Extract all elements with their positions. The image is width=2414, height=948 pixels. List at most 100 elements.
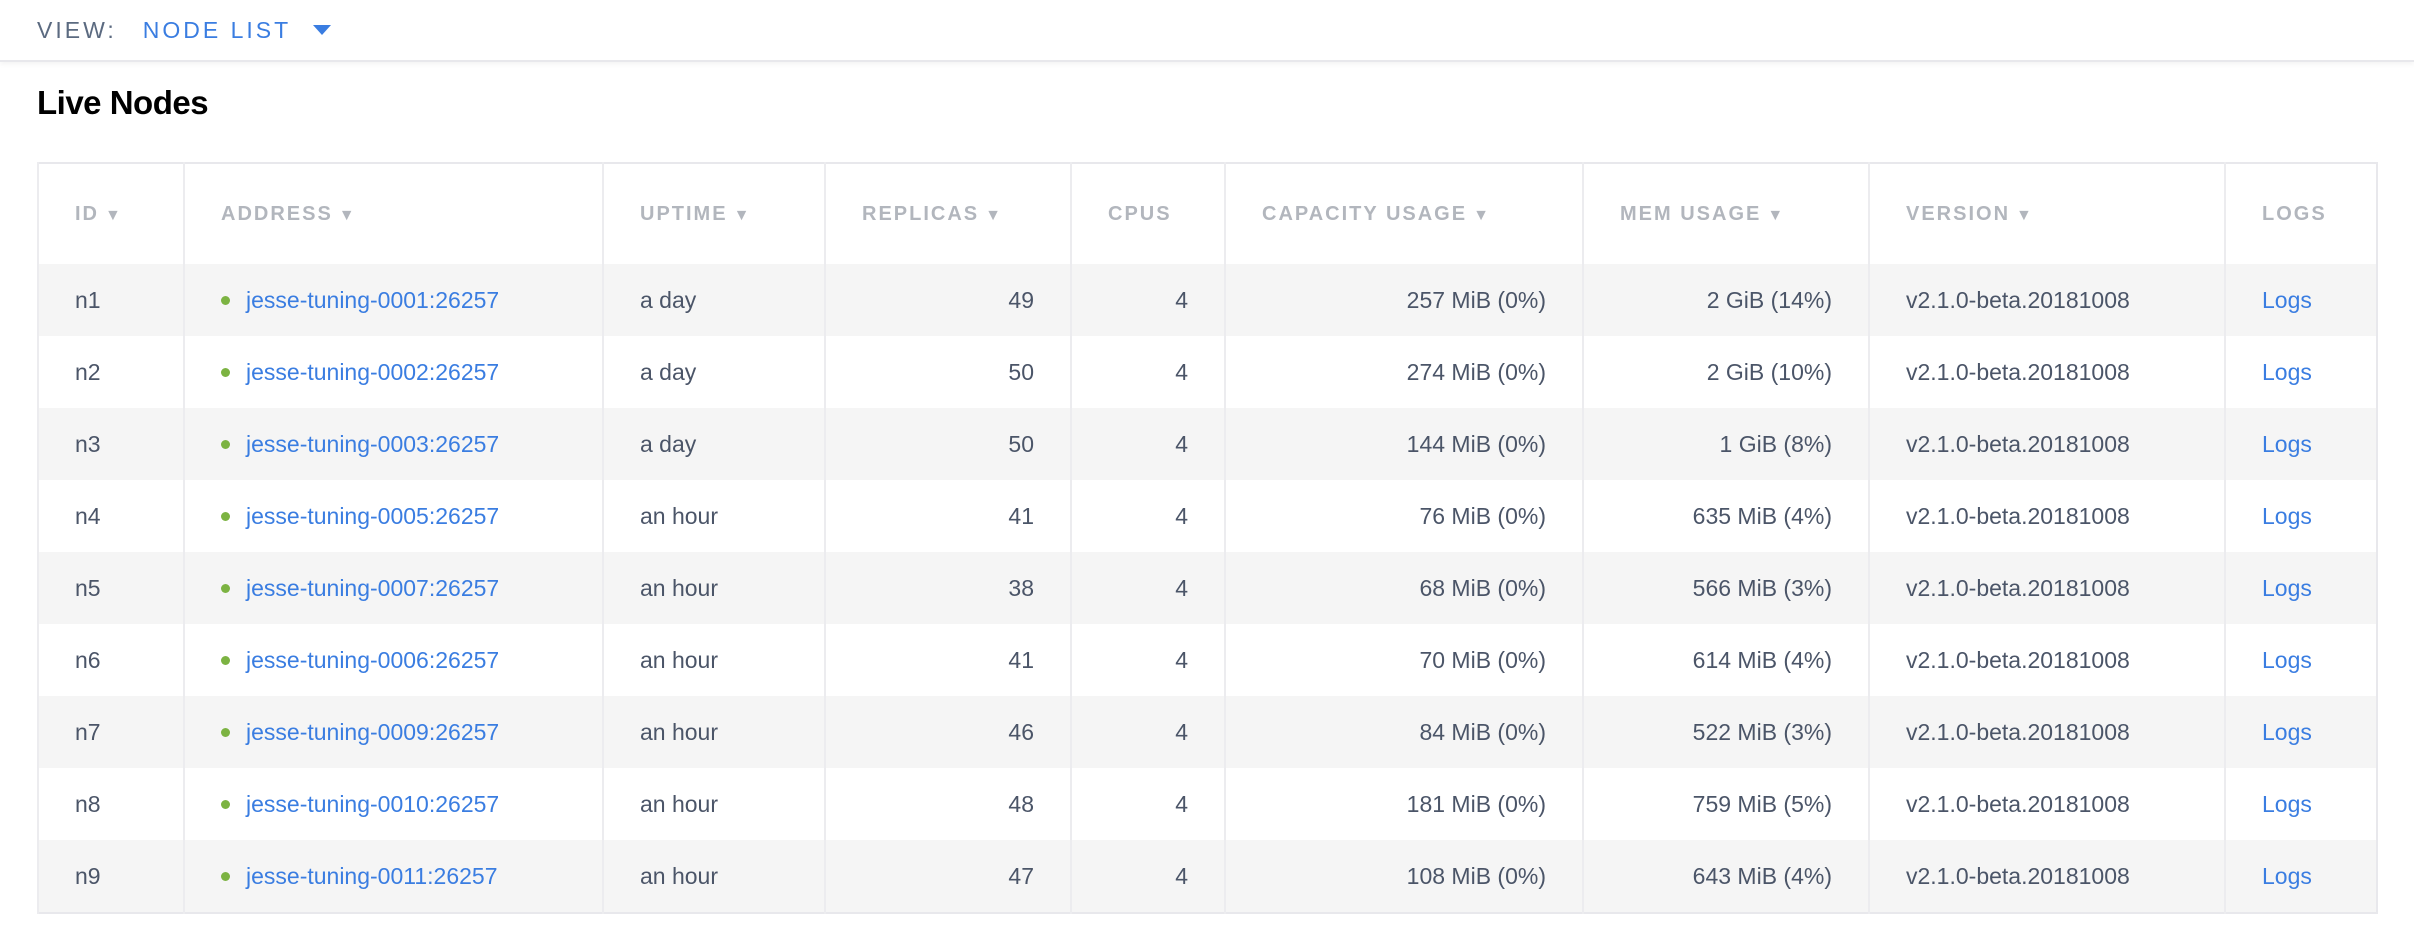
nodes-table: ID ▼ ADDRESS ▼ UPTIME ▼ REPLICAS ▼ CPUS CAPACITY … bbox=[37, 162, 2378, 914]
cell-id: n8 bbox=[37, 768, 184, 840]
logs-link[interactable]: Logs bbox=[2262, 646, 2312, 673]
node-address-link[interactable]: jesse-tuning-0011:26257 bbox=[221, 863, 566, 890]
node-address-link[interactable]: jesse-tuning-0006:26257 bbox=[221, 647, 566, 674]
logs-link[interactable]: Logs bbox=[2262, 358, 2312, 385]
uptime-value: an hour bbox=[640, 862, 719, 889]
caret-down-icon bbox=[313, 25, 332, 35]
status-dot-icon bbox=[221, 727, 230, 737]
cell-logs: Logs bbox=[2224, 480, 2377, 552]
logs-link[interactable]: Logs bbox=[2262, 790, 2312, 817]
column-header-version[interactable]: VERSION ▼ bbox=[1868, 163, 2225, 264]
node-address: jesse-tuning-0011:26257 bbox=[246, 862, 498, 889]
cell-uptime: a day bbox=[602, 264, 825, 336]
node-address-link[interactable]: jesse-tuning-0001:26257 bbox=[221, 287, 566, 314]
status-dot-icon bbox=[221, 583, 230, 593]
cell-logs: Logs bbox=[2224, 336, 2377, 408]
node-address: jesse-tuning-0007:26257 bbox=[246, 574, 500, 601]
cell-mem: 759 MiB (5%) bbox=[1582, 768, 1869, 840]
column-header-address[interactable]: ADDRESS ▼ bbox=[183, 163, 603, 264]
cell-capacity: 76 MiB (0%) bbox=[1224, 480, 1583, 552]
cell-cpus: 4 bbox=[1070, 336, 1225, 408]
sort-down-icon[interactable]: ▼ bbox=[1767, 206, 1786, 224]
cell-version: v2.1.0-beta.20181008 bbox=[1868, 624, 2225, 696]
cell-address: jesse-tuning-0011:26257 bbox=[183, 840, 603, 913]
node-address-link[interactable]: jesse-tuning-0007:26257 bbox=[221, 575, 566, 602]
version-value: v2.1.0-beta.20181008 bbox=[1906, 574, 2130, 601]
cell-replicas: 49 bbox=[824, 264, 1071, 336]
column-header-capacity-usage[interactable]: CAPACITY USAGE ▼ bbox=[1224, 163, 1583, 264]
column-header-logs: LOGS bbox=[2224, 163, 2377, 264]
uptime-value: an hour bbox=[640, 574, 719, 601]
replicas-value: 49 bbox=[1008, 286, 1034, 313]
sort-down-icon[interactable]: ▼ bbox=[985, 206, 1003, 224]
status-dot-icon bbox=[221, 871, 230, 881]
cell-address: jesse-tuning-0007:26257 bbox=[183, 552, 603, 624]
column-header-id[interactable]: ID ▼ bbox=[37, 163, 184, 264]
column-header-replicas[interactable]: REPLICAS ▼ bbox=[824, 163, 1071, 264]
logs-link[interactable]: Logs bbox=[2262, 502, 2312, 529]
capacity-value: 257 MiB (0%) bbox=[1406, 286, 1546, 313]
cell-cpus: 4 bbox=[1070, 624, 1225, 696]
cell-capacity: 70 MiB (0%) bbox=[1224, 624, 1583, 696]
node-address-link[interactable]: jesse-tuning-0009:26257 bbox=[221, 719, 566, 746]
node-address-link[interactable]: jesse-tuning-0002:26257 bbox=[221, 359, 566, 386]
view-label: VIEW: bbox=[37, 16, 117, 43]
sort-down-icon[interactable]: ▼ bbox=[338, 206, 357, 224]
cell-id: n4 bbox=[37, 480, 184, 552]
logs-link[interactable]: Logs bbox=[2262, 862, 2312, 889]
view-dropdown[interactable]: NODE LIST bbox=[143, 17, 332, 44]
node-address-link[interactable]: jesse-tuning-0003:26257 bbox=[221, 431, 566, 458]
logs-link[interactable]: Logs bbox=[2262, 286, 2312, 313]
cell-capacity: 274 MiB (0%) bbox=[1224, 336, 1583, 408]
capacity-value: 108 MiB (0%) bbox=[1406, 862, 1546, 889]
logs-link[interactable]: Logs bbox=[2262, 430, 2312, 457]
column-header-label: REPLICAS bbox=[862, 202, 980, 225]
mem-value: 2 GiB (14%) bbox=[1706, 286, 1832, 313]
cell-mem: 614 MiB (4%) bbox=[1582, 624, 1869, 696]
cell-capacity: 144 MiB (0%) bbox=[1224, 408, 1583, 480]
cell-mem: 1 GiB (8%) bbox=[1582, 408, 1869, 480]
table-row: n2 jesse-tuning-0002:26257 a day 50 4 274 MiB… bbox=[37, 336, 2377, 408]
table-row: n6 jesse-tuning-0006:26257 an hour 41 4 70 Mi… bbox=[37, 624, 2377, 696]
cell-address: jesse-tuning-0009:26257 bbox=[183, 696, 603, 768]
uptime-value: an hour bbox=[640, 790, 719, 817]
node-address-link[interactable]: jesse-tuning-0005:26257 bbox=[221, 503, 566, 530]
table-row: n3 jesse-tuning-0003:26257 a day 50 4 144 MiB… bbox=[37, 408, 2377, 480]
version-value: v2.1.0-beta.20181008 bbox=[1906, 718, 2130, 745]
mem-value: 2 GiB (10%) bbox=[1706, 358, 1832, 385]
replicas-value: 50 bbox=[1008, 430, 1034, 457]
cell-logs: Logs bbox=[2224, 696, 2377, 768]
capacity-value: 84 MiB (0%) bbox=[1419, 718, 1546, 745]
cell-logs: Logs bbox=[2224, 624, 2377, 696]
replicas-value: 41 bbox=[1008, 646, 1034, 673]
logs-link[interactable]: Logs bbox=[2262, 574, 2312, 601]
logs-link[interactable]: Logs bbox=[2262, 718, 2312, 745]
table-row: n9 jesse-tuning-0011:26257 an hour 47 4 108 M… bbox=[37, 840, 2377, 913]
node-address-link[interactable]: jesse-tuning-0010:26257 bbox=[221, 791, 566, 818]
sort-down-icon[interactable]: ▼ bbox=[105, 206, 123, 224]
uptime-value: a day bbox=[640, 430, 697, 457]
cpus-value: 4 bbox=[1175, 286, 1188, 313]
mem-value: 614 MiB (4%) bbox=[1692, 646, 1832, 673]
column-header-mem-usage[interactable]: MEM USAGE ▼ bbox=[1582, 163, 1869, 264]
cell-capacity: 108 MiB (0%) bbox=[1224, 840, 1583, 913]
cell-uptime: an hour bbox=[602, 840, 825, 913]
cell-uptime: an hour bbox=[602, 552, 825, 624]
mem-value: 566 MiB (3%) bbox=[1692, 574, 1832, 601]
cell-uptime: a day bbox=[602, 336, 825, 408]
status-dot-icon bbox=[221, 367, 230, 377]
sort-down-icon[interactable]: ▼ bbox=[2016, 206, 2034, 224]
column-header-label: MEM USAGE bbox=[1620, 202, 1762, 225]
mem-value: 1 GiB (8%) bbox=[1719, 430, 1832, 457]
sort-down-icon[interactable]: ▼ bbox=[733, 206, 752, 224]
cpus-value: 4 bbox=[1175, 502, 1188, 529]
column-header-label: LOGS bbox=[2262, 202, 2327, 225]
id-value: n6 bbox=[75, 646, 101, 673]
sort-down-icon[interactable]: ▼ bbox=[1473, 206, 1491, 224]
id-value: n8 bbox=[75, 790, 101, 817]
uptime-value: an hour bbox=[640, 502, 719, 529]
cell-id: n1 bbox=[37, 264, 184, 336]
cell-id: n5 bbox=[37, 552, 184, 624]
column-header-uptime[interactable]: UPTIME ▼ bbox=[602, 163, 825, 264]
id-value: n5 bbox=[75, 574, 101, 601]
